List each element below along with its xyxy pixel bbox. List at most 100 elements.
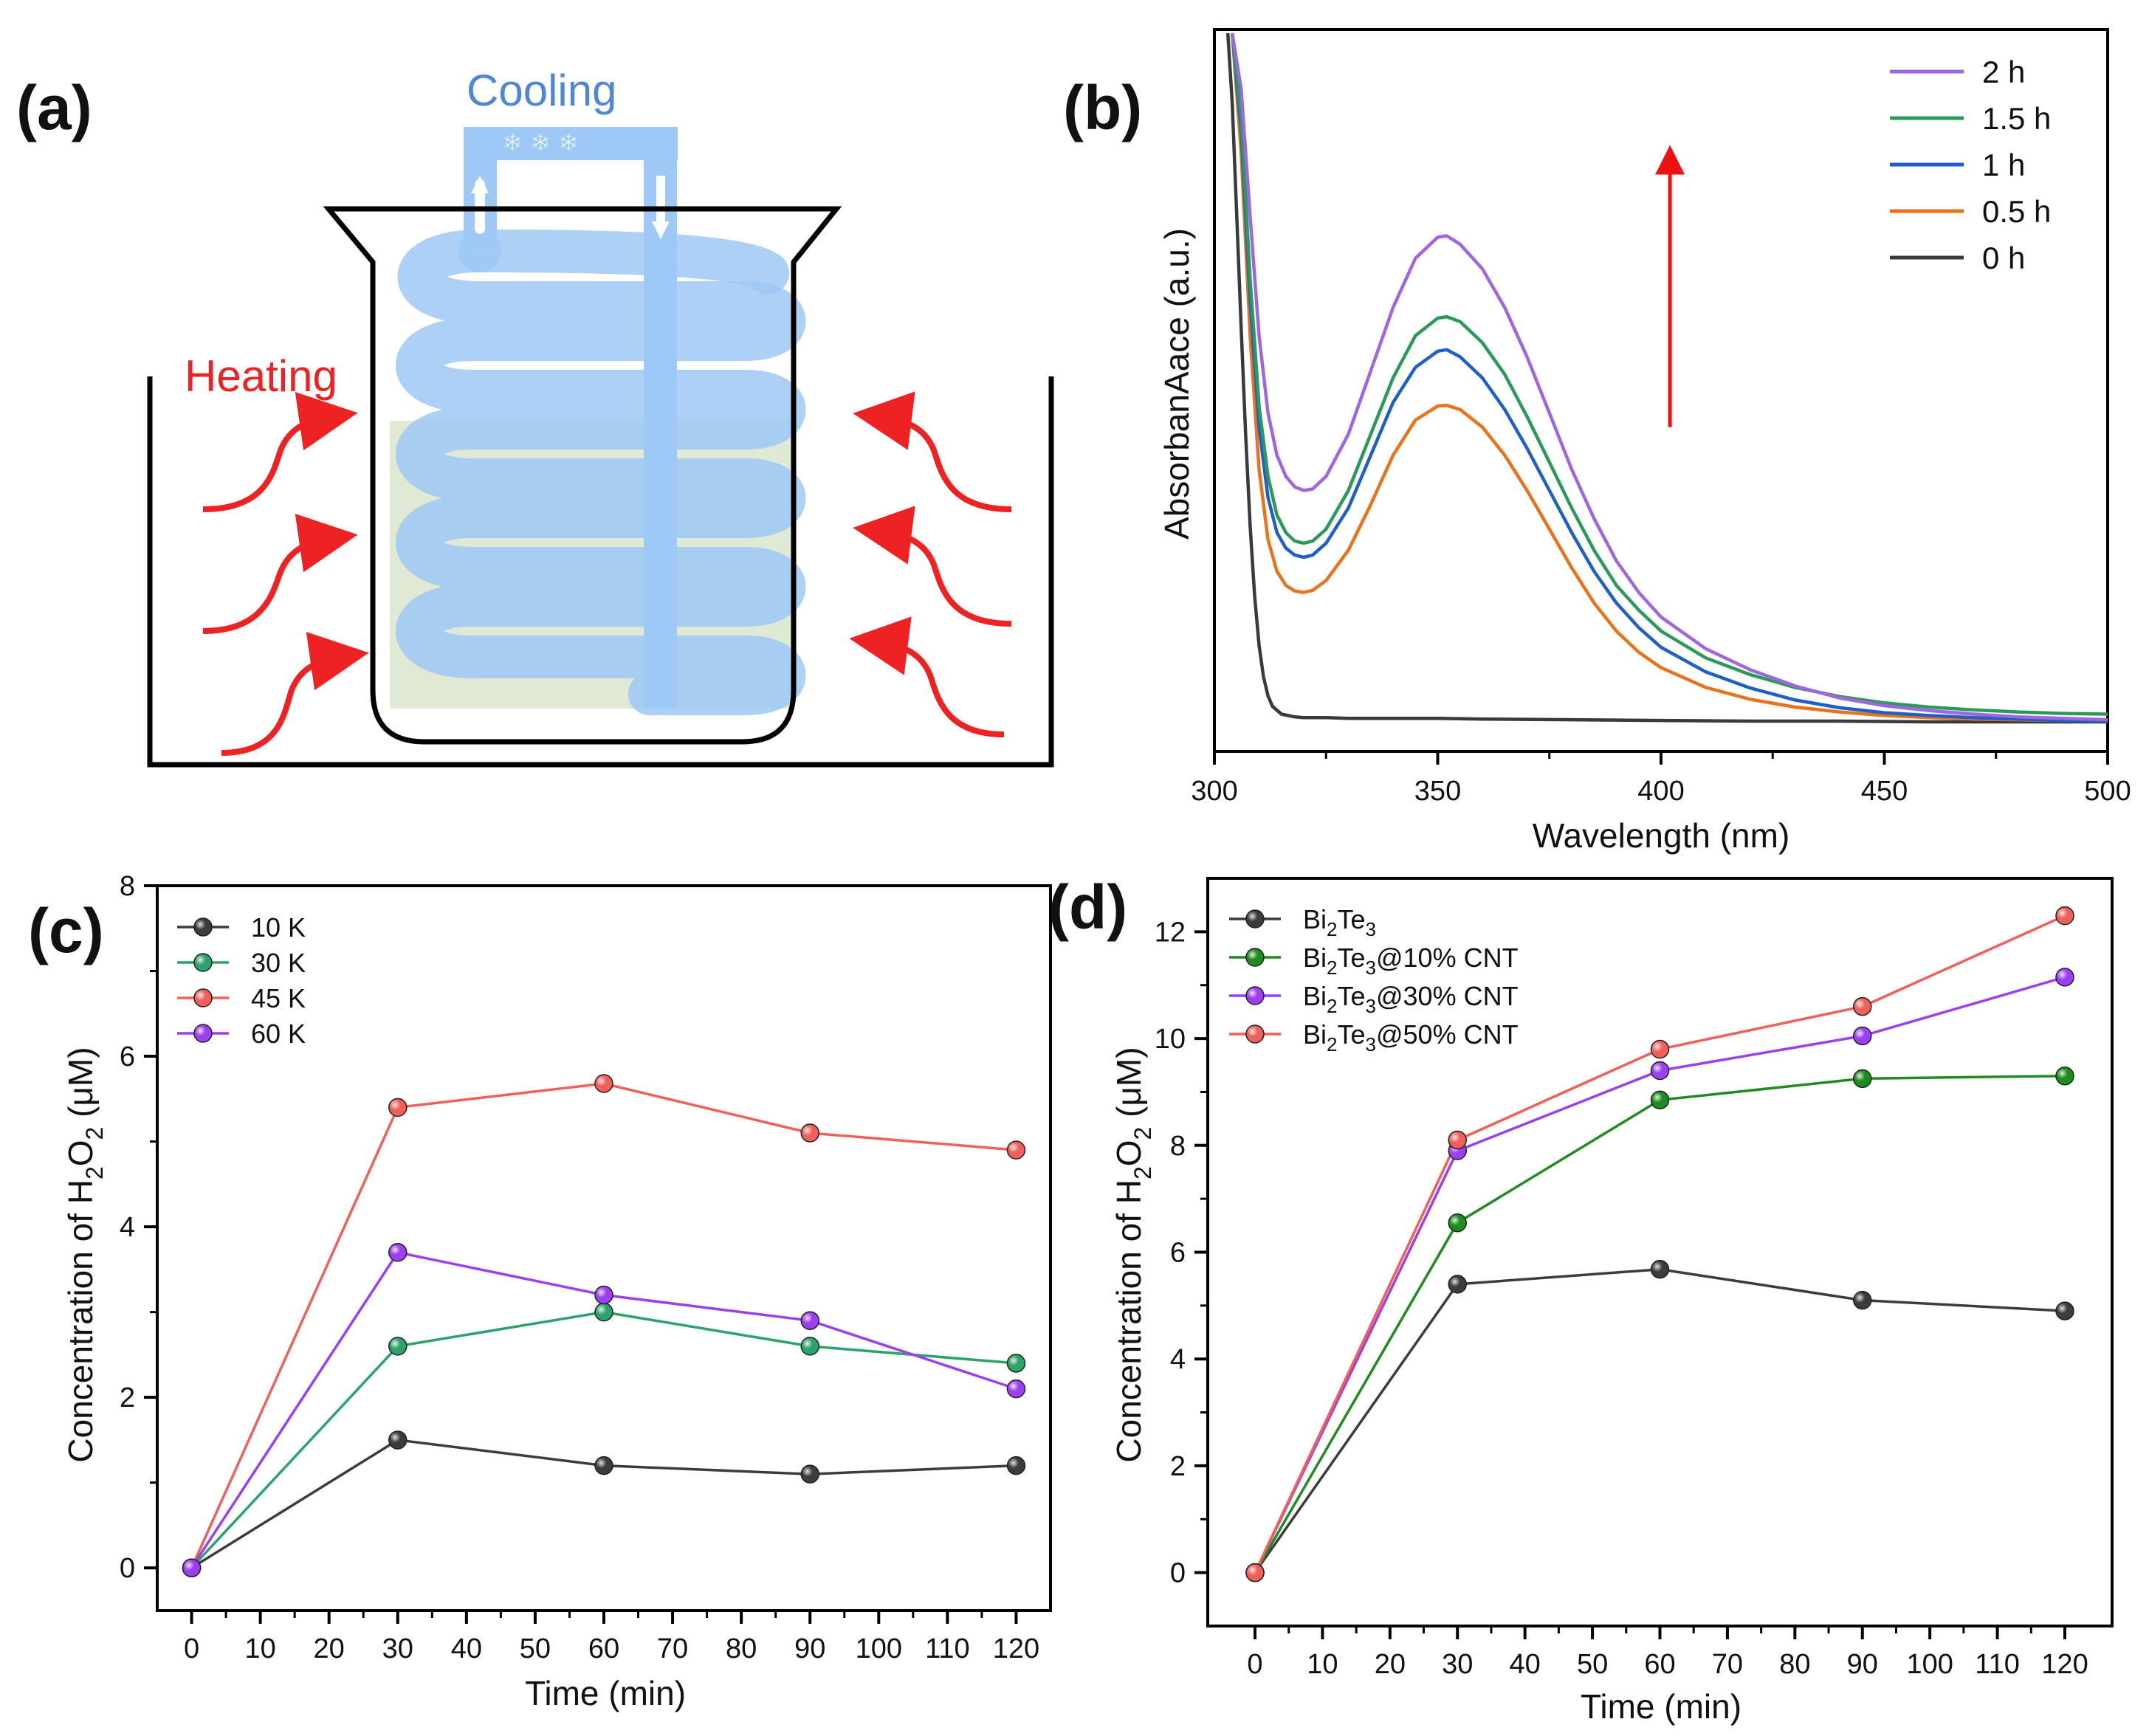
d-series-line <box>1254 914 2066 1574</box>
c-data-point-highlight <box>1007 1456 1025 1475</box>
d-legend-marker-highlight <box>1246 987 1264 1005</box>
d-xtick-label: 50 <box>1577 1649 1608 1680</box>
d-ytick-label: 6 <box>1170 1238 1186 1269</box>
c-data-point-highlight <box>801 1124 819 1143</box>
b-series-0-h <box>1225 32 2108 724</box>
chart-b-ylabel: AbsorbanAace (a.u.) <box>1158 228 1196 540</box>
panel-b-label: (b) <box>1063 73 1142 142</box>
d-legend-label: Bi2Te3@30% CNT <box>1303 981 1519 1017</box>
c-ytick-label: 4 <box>120 1212 135 1243</box>
d-xtick-label: 70 <box>1712 1649 1743 1680</box>
c-xtick-label: 40 <box>451 1633 482 1664</box>
d-legend-label: Bi2Te3 <box>1303 904 1376 940</box>
c-data-point-highlight <box>801 1465 819 1484</box>
c-ytick-label: 8 <box>120 871 135 902</box>
chart-c-series <box>182 1074 1026 1577</box>
d-xtick-label: 30 <box>1442 1649 1473 1680</box>
c-xtick-label: 80 <box>726 1633 757 1664</box>
d-data-point-highlight <box>2056 968 2074 986</box>
chart-c-legend: 10 K 30 K 45 K 60 K <box>177 912 306 1049</box>
c-ytick-label: 0 <box>120 1553 135 1584</box>
d-xtick-label: 110 <box>1975 1649 2020 1680</box>
chart-b-xlabel: Wavelength (nm) <box>1533 816 1790 855</box>
chart-c-ylabel: Concentration of H2O2 (μM) <box>61 1047 108 1462</box>
chart-b-series <box>1225 32 2108 724</box>
b-legend-label: 0 h <box>1982 241 2025 275</box>
b-series-0-5-h <box>1230 32 2108 723</box>
d-xtick-label: 90 <box>1847 1649 1878 1680</box>
b-legend-label: 2 h <box>1982 55 2025 89</box>
chart-b-xticks: 300 350 400 450 500 <box>1191 751 2131 807</box>
panel-a-label: (a) <box>16 73 92 142</box>
b-series-1-h <box>1230 32 2108 723</box>
d-legend-marker-highlight <box>1246 948 1264 966</box>
c-xtick-label: 120 <box>993 1633 1039 1664</box>
c-ytick-label: 2 <box>120 1382 135 1413</box>
b-xtick-label: 500 <box>2084 776 2131 807</box>
d-data-point-highlight <box>1853 1027 1871 1045</box>
d-data-point-highlight <box>1853 1070 1871 1088</box>
d-data-point-highlight <box>1448 1213 1467 1232</box>
c-data-point-highlight <box>1007 1354 1025 1372</box>
c-data-point-highlight <box>801 1337 819 1355</box>
c-data-point-highlight <box>388 1243 407 1261</box>
b-legend-label: 0.5 h <box>1982 194 2051 229</box>
d-xtick-label: 100 <box>1906 1649 1953 1680</box>
c-data-point-highlight <box>1007 1380 1025 1398</box>
d-series-line <box>1254 1074 2066 1574</box>
d-ytick-label: 12 <box>1155 917 1186 948</box>
d-data-point-highlight <box>1651 1040 1669 1058</box>
panel-c-temperature-chart: (c) 0 10 20 30 40 50 60 70 80 90 100 110 120 0 2 4 6 8 10… <box>28 871 1052 1712</box>
c-xtick-label: 30 <box>382 1633 413 1664</box>
c-data-point-highlight <box>1007 1141 1025 1160</box>
d-xtick-label: 10 <box>1307 1649 1338 1680</box>
d-data-point-highlight <box>1853 997 1871 1016</box>
chart-d-xlabel: Time (min) <box>1581 1687 1741 1726</box>
c-data-point-highlight <box>388 1337 407 1355</box>
chart-b-frame <box>1213 28 2109 753</box>
c-data-point-highlight <box>595 1286 613 1304</box>
chart-d-series <box>1245 906 2074 1582</box>
d-legend-label: Bi2Te3@50% CNT <box>1303 1019 1519 1055</box>
panel-c-label: (c) <box>28 896 104 965</box>
d-xtick-label: 0 <box>1247 1649 1262 1680</box>
chart-c-xlabel: Time (min) <box>525 1674 686 1712</box>
d-data-point-highlight <box>1448 1131 1467 1149</box>
c-xtick-label: 100 <box>856 1633 902 1664</box>
b-xtick-label: 400 <box>1637 776 1684 807</box>
d-ytick-label: 4 <box>1170 1344 1186 1375</box>
d-legend-label: Bi2Te3@10% CNT <box>1303 943 1519 979</box>
d-data-point-highlight <box>1651 1260 1669 1278</box>
panel-b-absorbance-chart: (b) 300 350 400 450 500 2 h1.5 h1 h0.5 h0 h … <box>1063 28 2131 855</box>
b-series-2-h <box>1230 32 2108 722</box>
c-data-point-highlight <box>801 1312 819 1330</box>
svg-text:❄ ❄ ❄: ❄ ❄ ❄ <box>502 129 579 157</box>
c-legend-marker-highlight <box>194 954 212 971</box>
c-legend-marker-highlight <box>194 989 212 1007</box>
c-xtick-label: 60 <box>588 1633 619 1664</box>
d-xtick-label: 60 <box>1644 1649 1675 1680</box>
panel-a-schematic: (a) ❄ ❄ ❄ Cooling Heating <box>16 66 1054 768</box>
d-ytick-label: 0 <box>1170 1558 1186 1589</box>
c-data-point-highlight <box>595 1075 613 1093</box>
c-xtick-label: 70 <box>657 1633 688 1664</box>
c-xtick-label: 50 <box>520 1633 551 1664</box>
d-ytick-label: 10 <box>1155 1024 1186 1055</box>
d-data-point-highlight <box>1651 1091 1669 1109</box>
b-legend-label: 1 h <box>1982 148 2025 182</box>
d-data-point-highlight <box>1448 1275 1467 1293</box>
d-data-point-highlight <box>1245 1563 1264 1582</box>
d-data-point-highlight <box>1853 1291 1871 1309</box>
chart-d-ticks: 0 10 20 30 40 50 60 70 80 90 100 110 120 0 2 4 6 8 10 12 <box>1155 917 2088 1680</box>
chart-c-ticks: 0 10 20 30 40 50 60 70 80 90 100 110 120 0 2 4 6 8 <box>120 871 1039 1664</box>
c-ytick-label: 6 <box>120 1041 135 1072</box>
c-xtick-label: 10 <box>244 1633 275 1664</box>
c-xtick-label: 20 <box>314 1633 345 1664</box>
beaker <box>323 206 842 745</box>
c-legend-marker-highlight <box>194 918 212 936</box>
heating-label: Heating <box>185 351 337 401</box>
c-xtick-label: 90 <box>794 1633 825 1664</box>
panel-d-label: (d) <box>1048 872 1127 942</box>
